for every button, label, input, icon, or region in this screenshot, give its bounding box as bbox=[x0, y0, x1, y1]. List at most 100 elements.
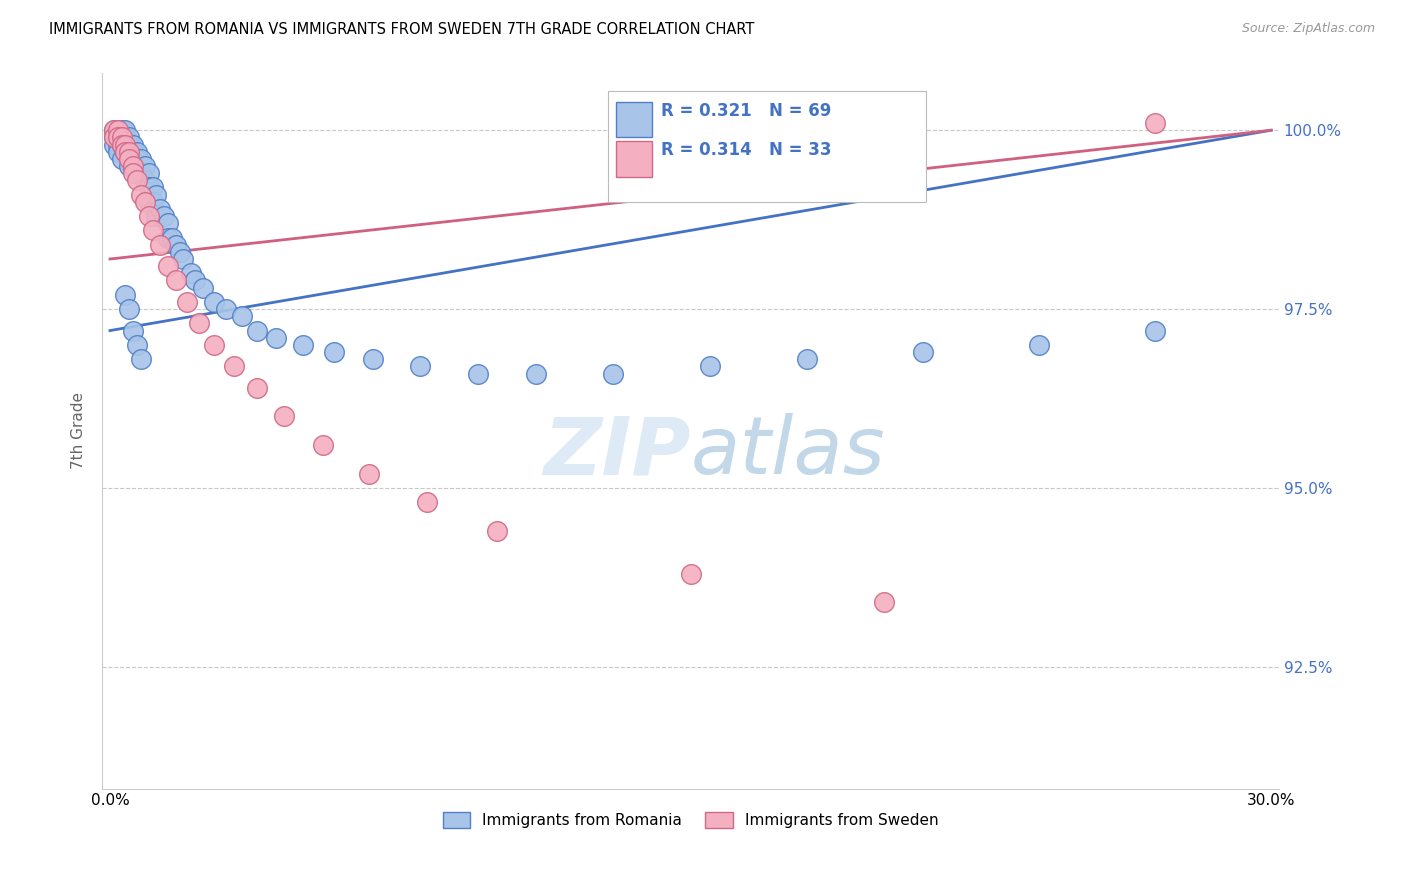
Point bbox=[273, 409, 295, 424]
Point bbox=[107, 130, 129, 145]
Point bbox=[873, 595, 896, 609]
Point bbox=[141, 194, 163, 209]
Point bbox=[156, 230, 179, 244]
Point bbox=[138, 166, 160, 180]
Point bbox=[141, 223, 163, 237]
Point bbox=[114, 137, 136, 152]
Point bbox=[184, 273, 207, 287]
Point bbox=[110, 137, 132, 152]
Point bbox=[122, 159, 145, 173]
Point bbox=[160, 230, 183, 244]
Point bbox=[110, 137, 132, 152]
Bar bbox=[616, 102, 652, 137]
Point bbox=[114, 145, 136, 159]
Point bbox=[145, 209, 167, 223]
Point bbox=[129, 152, 152, 166]
Point bbox=[118, 137, 141, 152]
Point bbox=[103, 130, 125, 145]
Point bbox=[156, 259, 179, 273]
Point bbox=[679, 566, 702, 581]
Point bbox=[1144, 324, 1167, 338]
Point bbox=[215, 302, 238, 317]
Point bbox=[129, 352, 152, 367]
Point bbox=[107, 123, 129, 137]
Point bbox=[699, 359, 721, 374]
Point bbox=[149, 237, 172, 252]
Point bbox=[1028, 338, 1050, 352]
Point bbox=[153, 209, 176, 223]
Point bbox=[114, 145, 136, 159]
Point bbox=[118, 159, 141, 173]
Point bbox=[122, 137, 145, 152]
Point bbox=[292, 338, 315, 352]
Point bbox=[312, 438, 335, 452]
Point bbox=[114, 123, 136, 137]
Point bbox=[118, 152, 141, 166]
Point bbox=[165, 273, 187, 287]
Point bbox=[110, 130, 132, 145]
Point bbox=[129, 187, 152, 202]
Point bbox=[222, 359, 245, 374]
Point bbox=[911, 345, 934, 359]
Point bbox=[129, 166, 152, 180]
Point bbox=[204, 338, 226, 352]
Point bbox=[118, 145, 141, 159]
Point bbox=[134, 173, 156, 187]
Point bbox=[125, 338, 148, 352]
Point bbox=[122, 145, 145, 159]
Point bbox=[204, 295, 226, 310]
Point bbox=[138, 180, 160, 194]
Point bbox=[246, 381, 269, 395]
Point bbox=[114, 130, 136, 145]
Text: atlas: atlas bbox=[690, 413, 886, 491]
Point bbox=[141, 180, 163, 194]
Point bbox=[361, 352, 384, 367]
Point bbox=[114, 287, 136, 301]
Point bbox=[125, 152, 148, 166]
Point bbox=[486, 524, 509, 538]
Point bbox=[173, 252, 195, 266]
Point bbox=[103, 123, 125, 137]
Point bbox=[145, 187, 167, 202]
Point bbox=[180, 266, 202, 280]
Point bbox=[122, 324, 145, 338]
Point bbox=[246, 324, 269, 338]
Point bbox=[103, 130, 125, 145]
Point bbox=[191, 280, 214, 294]
Point bbox=[796, 352, 818, 367]
Point bbox=[122, 166, 145, 180]
Point bbox=[125, 166, 148, 180]
Point bbox=[169, 244, 191, 259]
Point bbox=[118, 145, 141, 159]
Point bbox=[110, 152, 132, 166]
Point bbox=[107, 137, 129, 152]
Point bbox=[110, 130, 132, 145]
Bar bbox=[616, 141, 652, 177]
Point bbox=[103, 123, 125, 137]
Point bbox=[165, 237, 187, 252]
Point bbox=[156, 216, 179, 230]
Point bbox=[602, 367, 624, 381]
Point bbox=[323, 345, 346, 359]
Legend: Immigrants from Romania, Immigrants from Sweden: Immigrants from Romania, Immigrants from… bbox=[436, 806, 945, 835]
Point bbox=[134, 159, 156, 173]
Text: Source: ZipAtlas.com: Source: ZipAtlas.com bbox=[1241, 22, 1375, 36]
Text: IMMIGRANTS FROM ROMANIA VS IMMIGRANTS FROM SWEDEN 7TH GRADE CORRELATION CHART: IMMIGRANTS FROM ROMANIA VS IMMIGRANTS FR… bbox=[49, 22, 755, 37]
Point bbox=[107, 130, 129, 145]
Point bbox=[103, 137, 125, 152]
Point bbox=[125, 145, 148, 159]
Point bbox=[266, 331, 288, 345]
Point bbox=[125, 173, 148, 187]
Point bbox=[114, 137, 136, 152]
Point bbox=[138, 209, 160, 223]
Point bbox=[1144, 116, 1167, 130]
Point bbox=[134, 194, 156, 209]
Text: R = 0.321   N = 69: R = 0.321 N = 69 bbox=[661, 102, 831, 120]
Point bbox=[467, 367, 489, 381]
FancyBboxPatch shape bbox=[609, 91, 927, 202]
Point bbox=[149, 202, 172, 216]
Point bbox=[118, 130, 141, 145]
Text: ZIP: ZIP bbox=[543, 413, 690, 491]
Point bbox=[524, 367, 547, 381]
Text: R = 0.314   N = 33: R = 0.314 N = 33 bbox=[661, 141, 832, 160]
